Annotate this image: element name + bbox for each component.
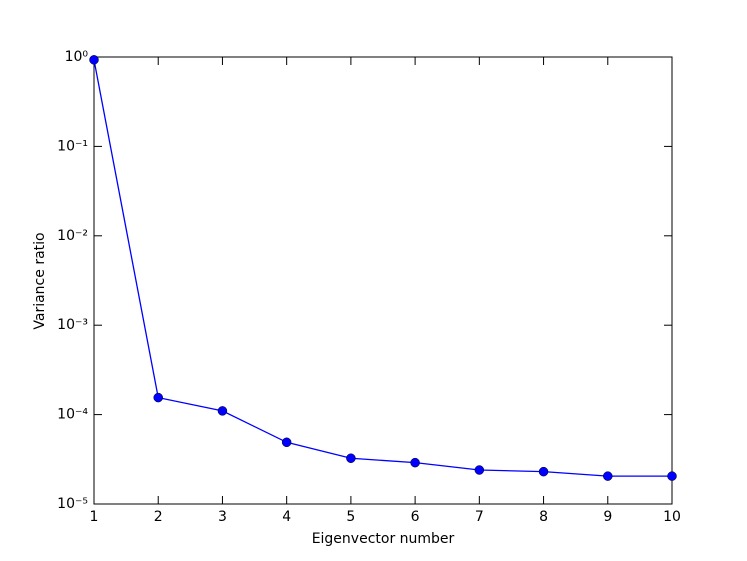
x-tick-label: 2 [154, 509, 163, 525]
point [538, 466, 549, 477]
x-tick-label: 4 [282, 509, 291, 525]
x-tick-label: 3 [218, 509, 227, 525]
point [153, 392, 163, 403]
y-tick-label: 10⁻³ [57, 317, 88, 333]
point [603, 471, 613, 481]
point [667, 471, 677, 481]
point [346, 453, 356, 463]
y-tick-label: 10⁻² [57, 228, 88, 244]
x-tick-label: 8 [539, 509, 548, 525]
y-tick-label: 10⁻⁵ [57, 496, 88, 512]
y-tick-label: 10⁻⁴ [57, 407, 88, 423]
x-tick-label: 6 [411, 509, 420, 525]
series-line [93, 59, 672, 477]
x-tick-label: 10 [663, 509, 681, 525]
x-tick-label: 5 [346, 509, 355, 525]
x-tick-label: 1 [90, 509, 99, 525]
x-tick-label: 7 [475, 509, 484, 525]
point [217, 406, 228, 416]
y-axis-label: Variance ratio [32, 232, 48, 329]
x-tick-label: 9 [603, 509, 612, 525]
y-tick-label: 10⁰ [65, 49, 89, 65]
point [281, 437, 292, 448]
point [474, 465, 485, 475]
point [410, 457, 420, 468]
y-tick-label: 10⁻¹ [57, 138, 88, 154]
point [89, 55, 99, 65]
plot-frame [93, 56, 673, 505]
x-axis-label: Eigenvector number [312, 531, 455, 547]
